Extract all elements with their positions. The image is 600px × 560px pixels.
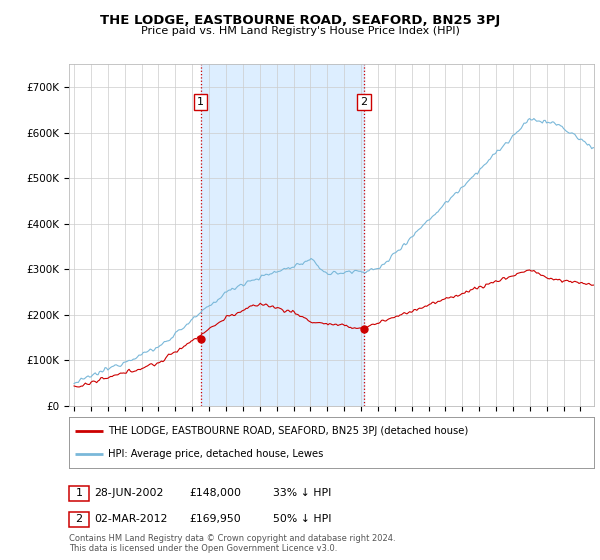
Text: 50% ↓ HPI: 50% ↓ HPI [273,514,331,524]
Text: £148,000: £148,000 [189,488,241,498]
Text: Contains HM Land Registry data © Crown copyright and database right 2024.
This d: Contains HM Land Registry data © Crown c… [69,534,395,553]
Text: 28-JUN-2002: 28-JUN-2002 [94,488,164,498]
Text: 2: 2 [76,514,82,524]
Bar [200,64,364,406]
Text: THE LODGE, EASTBOURNE ROAD, SEAFORD, BN25 3PJ: THE LODGE, EASTBOURNE ROAD, SEAFORD, BN2… [100,14,500,27]
Text: £169,950: £169,950 [189,514,241,524]
Text: 33% ↓ HPI: 33% ↓ HPI [273,488,331,498]
Text: HPI: Average price, detached house, Lewes: HPI: Average price, detached house, Lewe… [109,449,324,459]
Text: THE LODGE, EASTBOURNE ROAD, SEAFORD, BN25 3PJ (detached house): THE LODGE, EASTBOURNE ROAD, SEAFORD, BN2… [109,426,469,436]
Text: Price paid vs. HM Land Registry's House Price Index (HPI): Price paid vs. HM Land Registry's House … [140,26,460,36]
Text: 2: 2 [361,97,367,107]
Text: 1: 1 [197,97,204,107]
Text: 02-MAR-2012: 02-MAR-2012 [94,514,167,524]
Text: 1: 1 [76,488,82,498]
